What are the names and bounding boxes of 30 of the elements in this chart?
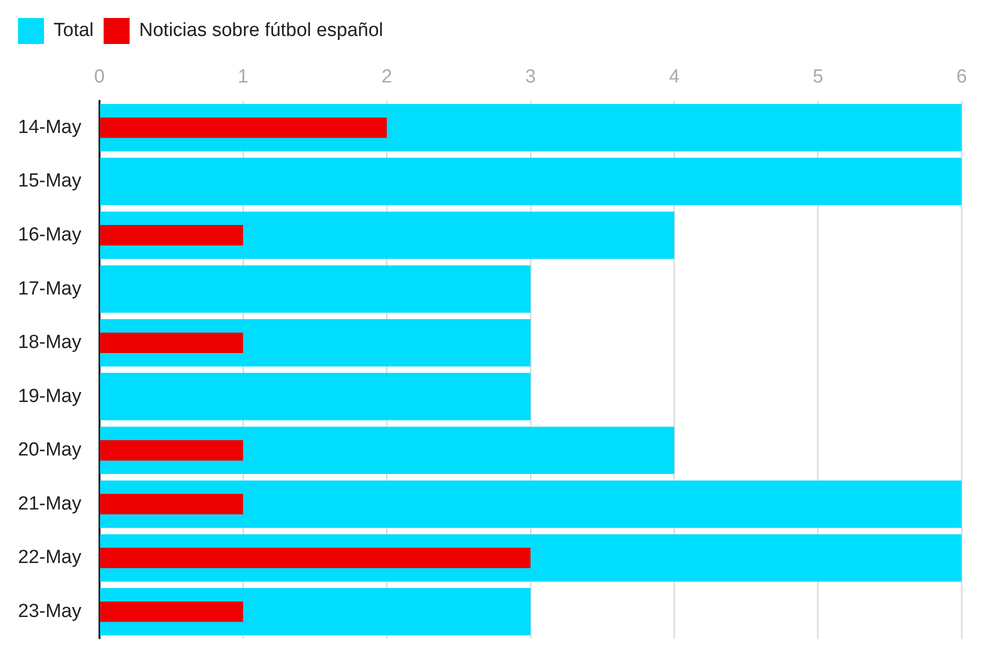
bar [100, 372, 531, 420]
bar [100, 117, 387, 138]
legend-label: Noticias sobre fútbol español [139, 20, 384, 42]
x-tick-label: 5 [812, 66, 824, 88]
bar [100, 548, 531, 568]
bar [100, 332, 244, 354]
bar [100, 225, 244, 246]
y-tick-label: 15-May [18, 170, 82, 192]
y-tick-label: 18-May [18, 332, 82, 354]
y-tick-label: 21-May [18, 493, 82, 514]
y-tick-label: 17-May [18, 278, 82, 300]
y-tick-label: 16-May [18, 224, 82, 246]
bar [100, 265, 531, 313]
bar [100, 440, 244, 461]
y-tick-label: 14-May [18, 116, 82, 138]
y-tick-label: 22-May [18, 547, 82, 568]
y-tick-label: 19-May [18, 386, 82, 407]
bar [100, 494, 244, 514]
bar [100, 601, 244, 622]
y-tick-label: 20-May [18, 440, 82, 461]
y-tick-label: 23-May [18, 600, 82, 622]
x-tick-label: 4 [668, 66, 680, 88]
bar [100, 158, 962, 206]
x-tick-label: 6 [956, 66, 968, 88]
x-tick-label: 0 [94, 66, 105, 88]
legend-label: Total [54, 20, 94, 42]
x-tick-label: 1 [238, 66, 248, 88]
bar [100, 480, 962, 528]
x-tick-label: 3 [525, 66, 536, 88]
x-tick-label: 2 [382, 66, 392, 88]
